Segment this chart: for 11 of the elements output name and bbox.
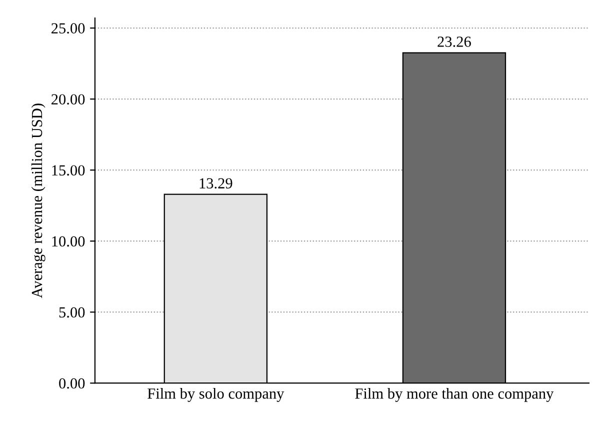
- y-tick-label: 25.00: [52, 23, 85, 34]
- y-tick-label: 15.00: [52, 165, 85, 176]
- x-tick-label: Film by more than one company: [355, 388, 554, 402]
- data-label: 23.26: [438, 36, 471, 47]
- y-tick-label: 10.00: [52, 236, 85, 247]
- y-axis-title: Average revenue (million USD): [31, 104, 46, 298]
- data-label: 13.29: [200, 178, 232, 189]
- y-tick-label: 0.00: [59, 378, 85, 389]
- y-tick-label: 20.00: [52, 94, 85, 105]
- x-tick-label: Film by solo company: [148, 388, 284, 402]
- y-tick-label: 5.00: [59, 307, 85, 318]
